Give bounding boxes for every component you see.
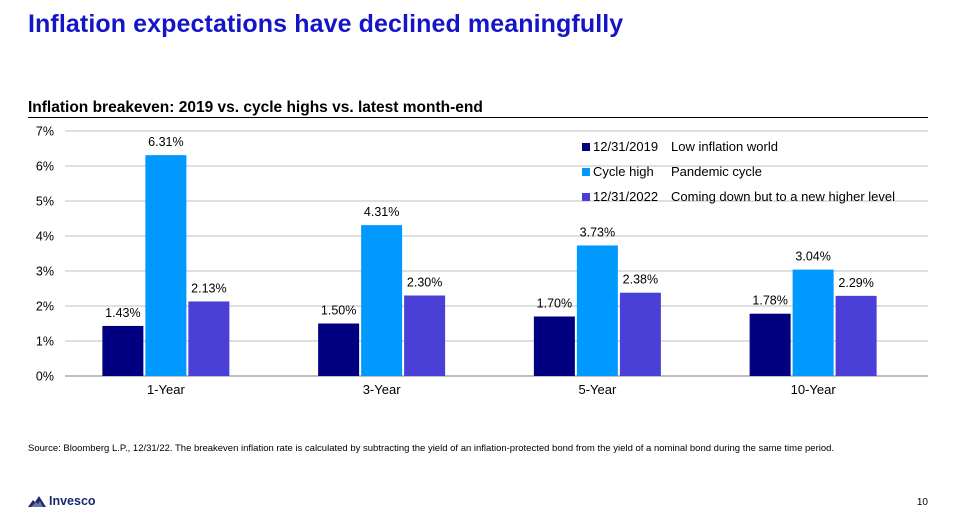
bar [792,269,834,376]
bar [102,325,144,376]
bar-chart: 0% 1% 2% 3% 4% 5% 6% 7% 1-Year 1.43% 6.31% 2.13% 3-Y… [36,125,928,397]
legend-series-name: 12/31/2019 [593,139,659,154]
data-label: 2.30% [407,276,442,290]
bar [318,323,360,376]
bar [361,225,403,376]
y-tick-label: 0% [36,370,54,384]
data-label: 2.29% [838,276,873,290]
y-tick-label: 5% [36,195,54,209]
logo-text: Invesco [49,494,96,508]
y-tick-label: 4% [36,230,54,244]
data-label: 2.38% [623,273,658,287]
legend-series-name: 12/31/2022 [593,189,659,204]
legend-series-description: Coming down but to a new higher level [671,189,896,204]
y-tick-label: 2% [36,300,54,314]
mountain-logo-icon [28,496,46,507]
bar [835,295,877,376]
x-tick-label: 3-Year [363,382,401,397]
x-tick-label: 5-Year [578,382,616,397]
data-label: 2.13% [191,281,226,295]
slide-title: Inflation expectations have declined mea… [28,10,624,38]
data-label: 1.43% [105,306,140,320]
bar [576,245,618,376]
legend-series-name: Cycle high [593,164,654,179]
y-tick-label: 1% [36,335,54,349]
data-label: 6.31% [148,135,183,149]
data-label: 1.50% [321,304,356,318]
title-divider [28,117,928,118]
legend-swatch [582,167,590,176]
y-tick-label: 6% [36,160,54,174]
data-label: 3.04% [795,250,830,264]
bar [533,316,575,376]
bar [749,313,791,376]
legend-swatch [582,142,590,151]
y-tick-label: 7% [36,125,54,139]
x-tick-label: 10-Year [791,382,837,397]
x-tick-label: 1-Year [147,382,185,397]
page-number: 10 [916,497,928,508]
legend-series-description: Low inflation world [671,139,778,154]
legend-swatch [582,192,590,201]
data-label: 1.70% [537,297,572,311]
data-label: 3.73% [580,225,615,239]
data-label: 1.78% [752,294,787,308]
invesco-logo: Invesco [28,492,96,510]
bar [619,292,661,376]
bar [188,301,230,376]
bar [145,155,187,376]
legend-series-description: Pandemic cycle [671,164,763,179]
bar [404,295,446,376]
chart-legend: 12/31/2019 Low inflation world Cycle hig… [582,134,895,209]
chart-title: Inflation breakeven: 2019 vs. cycle high… [28,99,483,116]
legend-item: Cycle high Pandemic cycle [582,159,895,184]
source-footnote: Source: Bloomberg L.P., 12/31/22. The br… [28,443,835,454]
data-label: 4.31% [364,205,399,219]
legend-item: 12/31/2022 Coming down but to a new high… [582,184,895,209]
y-tick-label: 3% [36,265,54,279]
legend-item: 12/31/2019 Low inflation world [582,134,895,159]
